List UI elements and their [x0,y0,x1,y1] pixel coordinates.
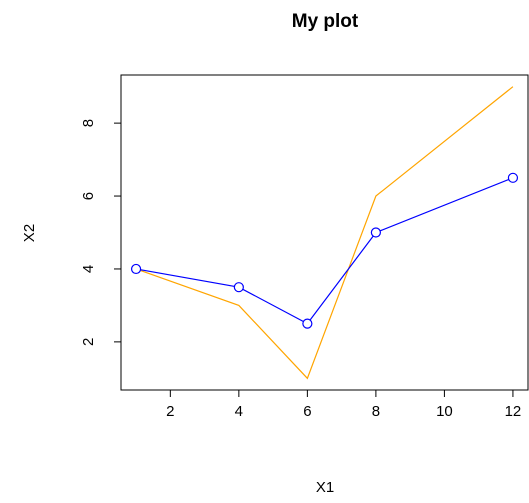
series-line [135,86,514,380]
x-tick-label: 12 [505,403,522,420]
x-tick-label: 2 [166,403,174,420]
x-tick-label: 6 [303,403,311,420]
y-tick-label: 4 [80,265,97,273]
point [233,282,244,293]
chart-title: My plot [292,11,359,32]
x-tick-label: 10 [436,403,453,420]
y-axis-label: X2 [21,224,38,242]
y-tick-label: 2 [80,338,97,346]
series-line [135,177,514,325]
x-axis-label: X1 [316,479,334,496]
point [130,263,142,275]
y-tick-label: 6 [80,192,97,200]
x-tick-label: 4 [235,403,243,420]
x-tick-label: 8 [372,403,380,420]
point [302,318,313,329]
y-tick-label: 8 [80,119,97,127]
point [370,227,381,238]
plot-box [120,74,529,391]
point [507,172,519,183]
